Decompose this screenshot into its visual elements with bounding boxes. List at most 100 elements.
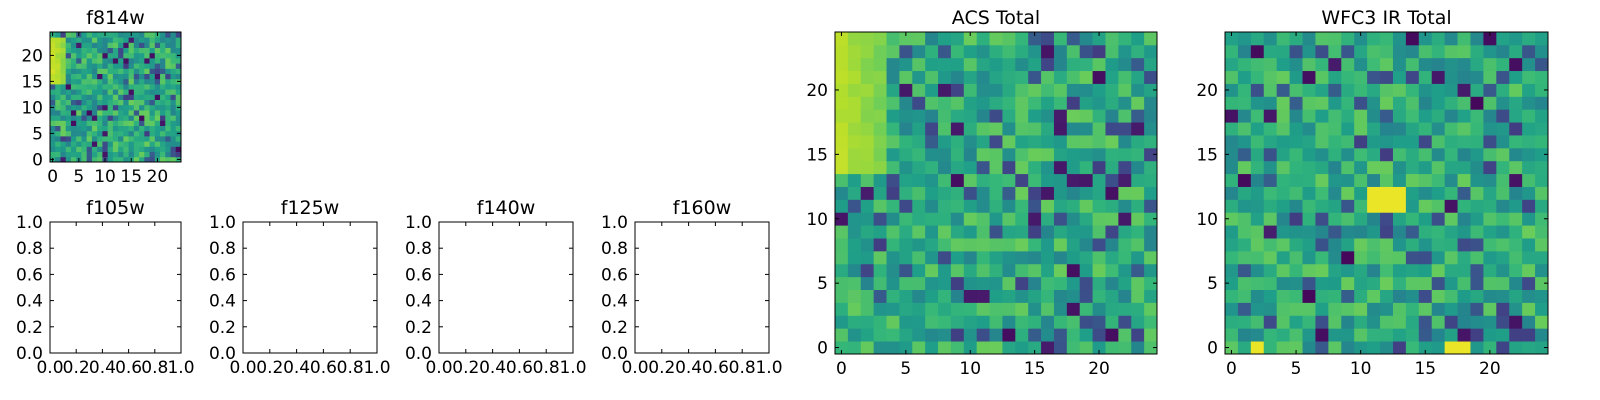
heatmap-cell <box>886 225 900 239</box>
heatmap-cell <box>123 125 129 132</box>
heatmap-cell <box>118 120 124 126</box>
heatmap-cell <box>1418 83 1433 97</box>
heatmap-cell <box>160 78 166 85</box>
heatmap-cell <box>1392 135 1407 149</box>
heatmap-cell <box>1341 328 1355 342</box>
heatmap-cell <box>175 151 182 158</box>
heatmap-cell <box>1483 32 1497 46</box>
heatmap-cell <box>963 263 978 278</box>
heatmap-cell <box>989 147 1003 162</box>
y-tick-label: 0.4 <box>601 292 628 312</box>
heatmap-cell <box>1367 160 1381 175</box>
heatmap-cell <box>847 225 862 239</box>
heatmap-cell <box>139 47 145 54</box>
heatmap-cell <box>1118 186 1132 200</box>
heatmap-cell <box>1066 44 1081 59</box>
heatmap-cell <box>860 315 875 329</box>
x-tick-label: 0.4 <box>675 358 702 378</box>
heatmap-cell <box>1263 199 1278 213</box>
heatmap-cell <box>81 47 88 54</box>
heatmap-cell <box>860 173 875 187</box>
heatmap-cell <box>165 141 171 147</box>
heatmap-cell <box>102 47 109 54</box>
x-tick-label: 0.4 <box>283 358 310 378</box>
heatmap-cell <box>1341 122 1355 136</box>
heatmap-cell <box>1002 225 1016 239</box>
heatmap-cell <box>123 89 129 95</box>
heatmap-cell <box>1053 315 1068 329</box>
heatmap-cell <box>860 238 875 252</box>
heatmap-cell <box>1118 44 1132 59</box>
heatmap-cell <box>160 94 166 100</box>
heatmap-cell <box>160 130 166 137</box>
heatmap-cell <box>86 136 93 142</box>
heatmap-cell <box>1444 212 1458 226</box>
heatmap-cell <box>1392 83 1407 97</box>
heatmap-cell <box>1431 122 1446 136</box>
heatmap-cell <box>1002 135 1016 149</box>
heatmap-cell <box>102 42 109 48</box>
heatmap-cell <box>1092 328 1106 342</box>
heatmap-cell <box>1522 328 1536 342</box>
heatmap-cell <box>963 122 978 136</box>
heatmap-cell <box>81 125 88 132</box>
heatmap-cell <box>65 136 72 142</box>
heatmap-cell <box>50 58 56 64</box>
heatmap-cell <box>1092 315 1106 329</box>
heatmap-cell <box>1367 302 1381 316</box>
heatmap-cell <box>1092 70 1106 84</box>
heatmap-cell <box>1002 250 1016 265</box>
heatmap-cell <box>1328 212 1342 226</box>
heatmap-cell <box>1431 160 1446 175</box>
heatmap-cell <box>1225 109 1239 123</box>
heatmap-cell <box>938 225 952 239</box>
heatmap-cell <box>1028 32 1042 46</box>
heatmap-cell <box>107 136 114 142</box>
heatmap-cell <box>149 156 156 163</box>
heatmap-cell <box>1289 122 1303 136</box>
heatmap-cell <box>55 42 61 48</box>
heatmap-cell <box>1341 32 1355 46</box>
heatmap-cell <box>963 328 978 342</box>
heatmap-cell <box>50 94 56 100</box>
y-tick-label: 0.2 <box>209 318 236 338</box>
heatmap-cell <box>1066 186 1081 200</box>
heatmap-cell <box>1002 83 1016 97</box>
heatmap-cell <box>1302 276 1316 290</box>
heatmap-cell <box>112 78 119 85</box>
heatmap-cell <box>160 104 166 111</box>
heatmap-cell <box>81 68 88 74</box>
heatmap-cell <box>1354 263 1368 278</box>
heatmap-cell <box>1118 302 1132 316</box>
heatmap-cell <box>835 57 849 72</box>
heatmap-cell <box>1431 289 1446 303</box>
heatmap-cell <box>118 52 124 59</box>
heatmap-cell <box>1380 263 1394 278</box>
heatmap-cell <box>86 141 93 147</box>
heatmap-cell <box>1015 83 1029 97</box>
heatmap-cell <box>1457 173 1471 187</box>
heatmap-cell <box>1105 238 1119 252</box>
heatmap-cell <box>1105 122 1119 136</box>
heatmap-cell <box>899 238 913 252</box>
heatmap-cell <box>1250 32 1265 46</box>
y-tick-label: 0.0 <box>405 344 432 364</box>
heatmap-cell <box>1315 276 1329 290</box>
heatmap-cell <box>1354 96 1368 110</box>
heatmap-cell <box>1237 199 1252 213</box>
heatmap-cell <box>128 104 135 111</box>
heatmap-cell <box>170 125 177 132</box>
heatmap-cell <box>1289 83 1303 97</box>
heatmap-cell <box>976 135 990 149</box>
heatmap-cell <box>1354 341 1368 355</box>
heatmap-cell <box>112 47 119 54</box>
heatmap-cell <box>1522 135 1536 149</box>
heatmap-cell <box>925 212 939 226</box>
heatmap-cell <box>97 73 103 80</box>
heatmap-cell <box>873 315 887 329</box>
heatmap-cell <box>1315 250 1329 265</box>
heatmap-cell <box>1225 225 1239 239</box>
heatmap-cell <box>847 250 862 265</box>
heatmap-cell <box>139 130 145 137</box>
